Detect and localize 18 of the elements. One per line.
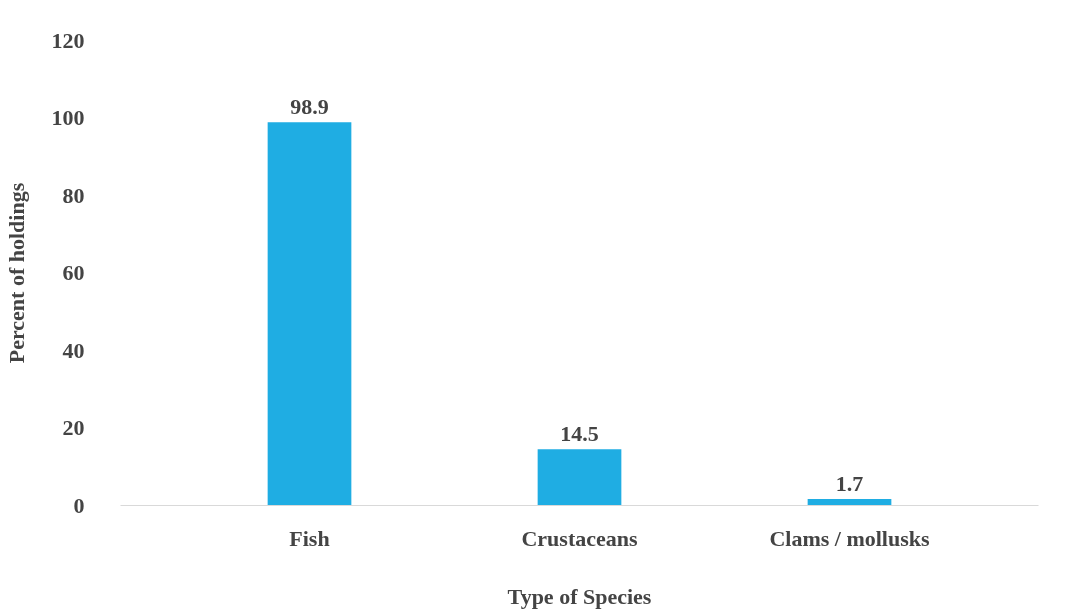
y-axis-title: Percent of holdings — [3, 182, 29, 364]
y-tick-label: 100 — [51, 105, 85, 130]
y-tick-label: 0 — [73, 492, 85, 518]
y-tick-label: 20 — [62, 415, 85, 440]
y-tick-label: 80 — [62, 182, 85, 208]
data-label: 98.9 — [290, 94, 329, 120]
x-tick-label: Crustaceans — [521, 525, 638, 551]
data-label: 1.7 — [835, 470, 864, 496]
x-axis-title: Type of Species — [507, 583, 652, 609]
bar — [807, 498, 892, 506]
y-tick-label: 60 — [62, 260, 85, 285]
y-tick-label: 120 — [51, 27, 85, 53]
x-tick-label: Clams / mollusks — [769, 525, 931, 551]
data-label: 14.5 — [560, 421, 599, 447]
bar — [537, 449, 622, 506]
bar — [267, 122, 352, 506]
y-tick-label: 40 — [62, 337, 85, 363]
x-tick-label: Fish — [289, 525, 330, 551]
